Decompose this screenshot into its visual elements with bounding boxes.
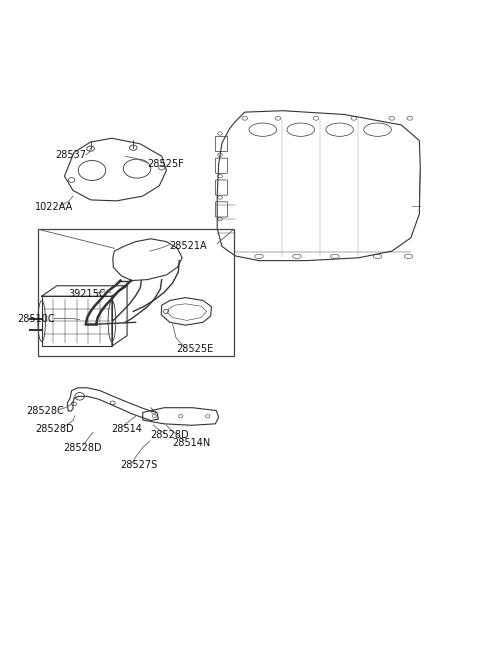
- Bar: [42, 297, 112, 346]
- Text: 28528C: 28528C: [26, 406, 64, 416]
- Text: 28521A: 28521A: [169, 241, 206, 251]
- Text: 28528D: 28528D: [63, 443, 102, 453]
- Text: 28510C: 28510C: [17, 314, 55, 323]
- Text: 28525E: 28525E: [176, 344, 213, 354]
- Text: 28528D: 28528D: [35, 424, 73, 434]
- Text: 28514N: 28514N: [173, 438, 211, 448]
- Text: 28537: 28537: [55, 150, 86, 160]
- Text: 28527S: 28527S: [120, 460, 158, 470]
- Text: 1022AA: 1022AA: [35, 202, 73, 212]
- Bar: [38, 230, 234, 356]
- Text: 28525F: 28525F: [147, 159, 184, 169]
- Text: 39215C: 39215C: [68, 289, 106, 299]
- Text: 28528D: 28528D: [150, 430, 189, 440]
- Text: 28514: 28514: [111, 424, 142, 434]
